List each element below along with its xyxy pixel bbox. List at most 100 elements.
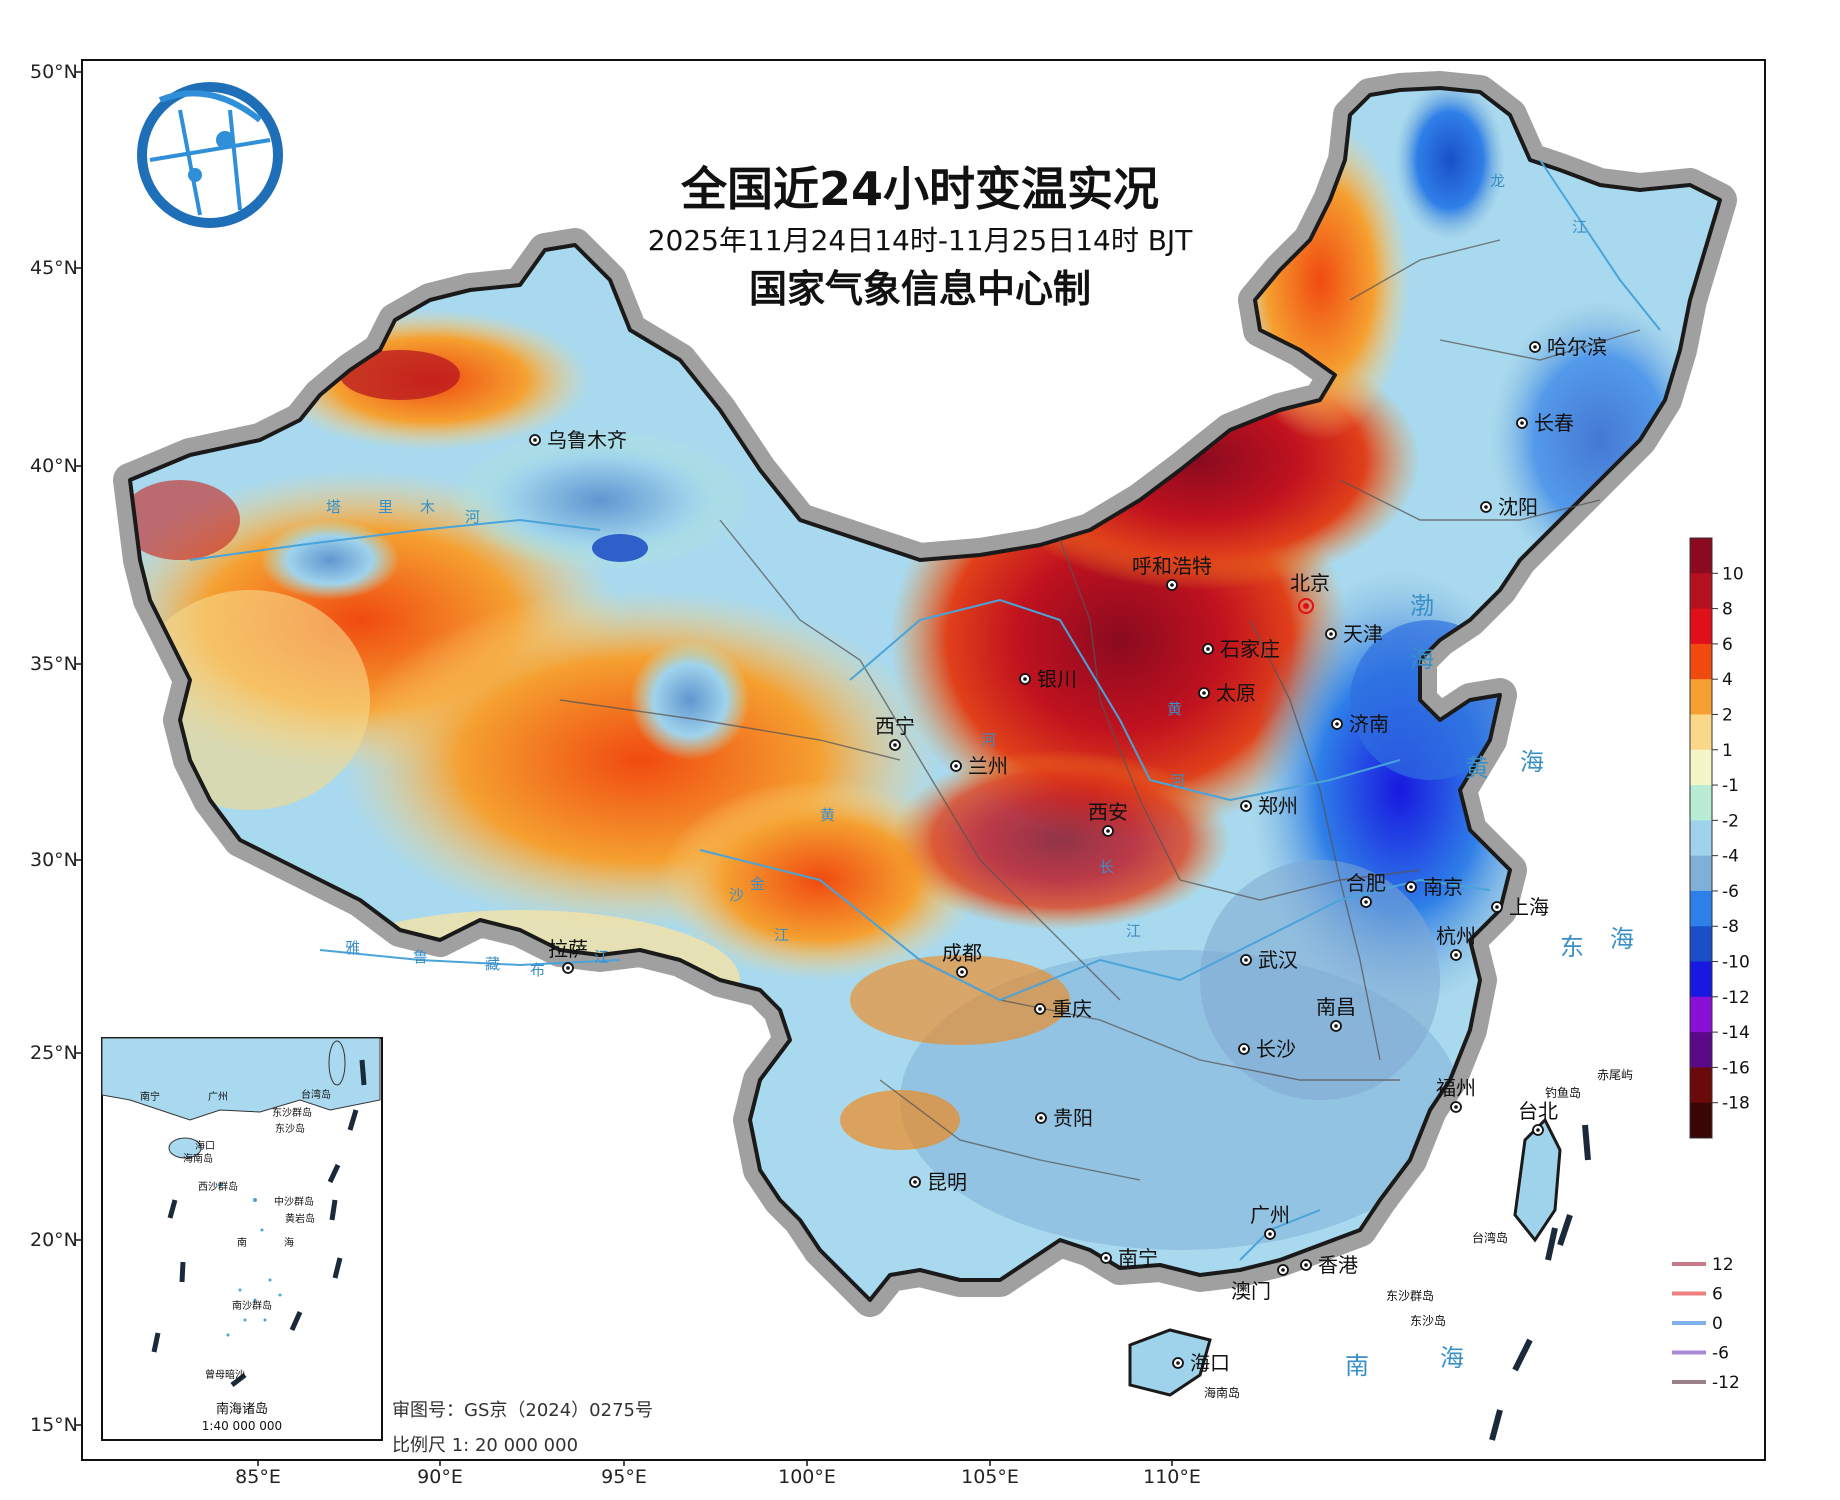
sea-label: 海 — [1440, 1344, 1470, 1372]
city-marker: 广州 — [1250, 1203, 1290, 1240]
river-label: 江 — [1572, 218, 1587, 236]
inset-label: 西沙群岛 — [198, 1180, 238, 1193]
city-label: 太原 — [1216, 681, 1256, 705]
inset-label: 黄岩岛 — [285, 1212, 315, 1225]
colorbar-swatch — [1690, 714, 1712, 751]
city-label: 香港 — [1318, 1253, 1358, 1277]
colorbar-swatch — [1690, 573, 1712, 610]
map-organization: 国家气象信息中心制 — [749, 267, 1091, 311]
city-marker: 拉萨 — [548, 937, 588, 974]
city-marker: 贵阳 — [1035, 1106, 1093, 1130]
city-label: 福州 — [1436, 1076, 1476, 1100]
inset-label: 东沙岛 — [275, 1122, 305, 1135]
colorbar-label: -14 — [1722, 1023, 1750, 1043]
sea-labels: 渤海黄 海东 海南海 — [1345, 592, 1640, 1380]
latitude-labels: 50°N 45°N 40°N 35°N 30°N 25°N 20°N 15°N — [30, 61, 82, 1436]
contour-legend-label: -6 — [1712, 1344, 1729, 1364]
city-label: 台北 — [1518, 1099, 1558, 1123]
longitude-labels: 85°E 90°E 95°E 100°E 105°E 110°E — [235, 1460, 1201, 1488]
river-label: 黄 — [820, 806, 835, 824]
province-boundaries — [559, 239, 1641, 1181]
city-marker: 南京 — [1405, 875, 1463, 899]
sea-label: 南 — [1345, 1352, 1375, 1380]
colorbar-swatch — [1690, 538, 1712, 574]
river-label: 木 — [420, 498, 435, 516]
river-label: 江 — [1126, 922, 1141, 940]
colorbar-label: -4 — [1722, 847, 1739, 867]
city-label: 石家庄 — [1220, 637, 1280, 661]
inset-label: 海口 — [195, 1139, 215, 1152]
map-scale: 比例尺 1: 20 000 000 — [392, 1435, 578, 1456]
colorbar-label: -16 — [1722, 1058, 1750, 1078]
city-marker: 南宁 — [1100, 1246, 1158, 1270]
latitude-label: 45°N — [30, 257, 78, 279]
city-label: 重庆 — [1052, 997, 1092, 1021]
city-marker: 兰州 — [950, 754, 1008, 778]
longitude-label: 110°E — [1143, 1466, 1201, 1488]
city-label: 沈阳 — [1498, 495, 1538, 519]
city-label: 西安 — [1088, 800, 1128, 824]
city-label: 长春 — [1534, 411, 1574, 435]
inset-label: 台湾岛 — [301, 1088, 331, 1101]
colorbar-swatch — [1690, 785, 1712, 821]
contour-legend-label: -12 — [1712, 1373, 1740, 1393]
river-label: 里 — [378, 498, 393, 516]
city-marker: 北京 — [1290, 571, 1330, 614]
inset-label: 南 — [237, 1236, 247, 1249]
colorbar-swatch — [1690, 996, 1712, 1033]
city-label: 呼和浩特 — [1132, 554, 1212, 578]
map-review-number: 审图号：GS京（2024）0275号 — [392, 1400, 653, 1421]
city-label: 杭州 — [1436, 924, 1476, 948]
colorbar-label: -2 — [1722, 811, 1739, 831]
city-marker: 合肥 — [1346, 871, 1386, 908]
river-label: 河 — [1170, 772, 1185, 790]
colorbar-swatch — [1690, 890, 1712, 927]
city-marker: 天津 — [1325, 622, 1383, 646]
city-label: 银川 — [1037, 667, 1077, 691]
inset-caption: 南海诸岛 — [216, 1401, 268, 1417]
city-marker: 武汉 — [1240, 948, 1298, 972]
city-label: 昆明 — [927, 1170, 967, 1194]
colorbar-swatch — [1690, 749, 1712, 786]
colorbar-label: 2 — [1722, 705, 1733, 725]
latitude-label: 50°N — [30, 61, 78, 83]
city-marker: 沈阳 — [1480, 495, 1538, 519]
city-label: 济南 — [1349, 712, 1389, 736]
colorbar-swatch — [1690, 926, 1712, 963]
island-label: 钓鱼岛 — [1545, 1085, 1581, 1100]
sea-label: 海 — [1610, 925, 1640, 953]
sea-label: 黄 — [1465, 754, 1495, 782]
city-marker: 石家庄 — [1202, 637, 1280, 661]
city-label: 南宁 — [1118, 1246, 1158, 1270]
city-marker: 西安 — [1088, 800, 1128, 837]
inset-label: 曾母暗沙 — [205, 1368, 245, 1381]
city-label: 北京 — [1290, 571, 1330, 595]
colorbar-swatch — [1690, 1032, 1712, 1068]
colorbar-swatch — [1690, 643, 1712, 680]
city-marker: 郑州 — [1240, 794, 1298, 818]
contour-legend: 12 6 0 -6 -12 — [1672, 1255, 1740, 1393]
map-frame — [81, 59, 1766, 1461]
river-label: 长 — [1099, 858, 1114, 876]
city-label: 西宁 — [875, 714, 915, 738]
city-label: 南昌 — [1316, 995, 1356, 1019]
inset-label: 海 — [284, 1236, 294, 1249]
colorbar-swatch — [1690, 1067, 1712, 1104]
colorbar-swatch — [1690, 608, 1712, 645]
island-label: 赤尾屿 — [1597, 1068, 1633, 1082]
city-label: 南京 — [1423, 875, 1463, 899]
colorbar-label: -12 — [1722, 988, 1750, 1008]
river-label: 河 — [981, 731, 996, 749]
city-label: 兰州 — [968, 754, 1008, 778]
city-marker: 福州 — [1436, 1076, 1476, 1113]
colorbar-swatch — [1690, 820, 1712, 857]
colorbar-frame — [1689, 537, 1713, 1139]
city-marker: 重庆 — [1034, 997, 1092, 1021]
city-marker: 台北 — [1518, 1099, 1558, 1136]
city-marker: 澳门 — [1231, 1264, 1289, 1303]
city-label: 哈尔滨 — [1547, 335, 1607, 359]
hainan-island — [1128, 1328, 1212, 1397]
